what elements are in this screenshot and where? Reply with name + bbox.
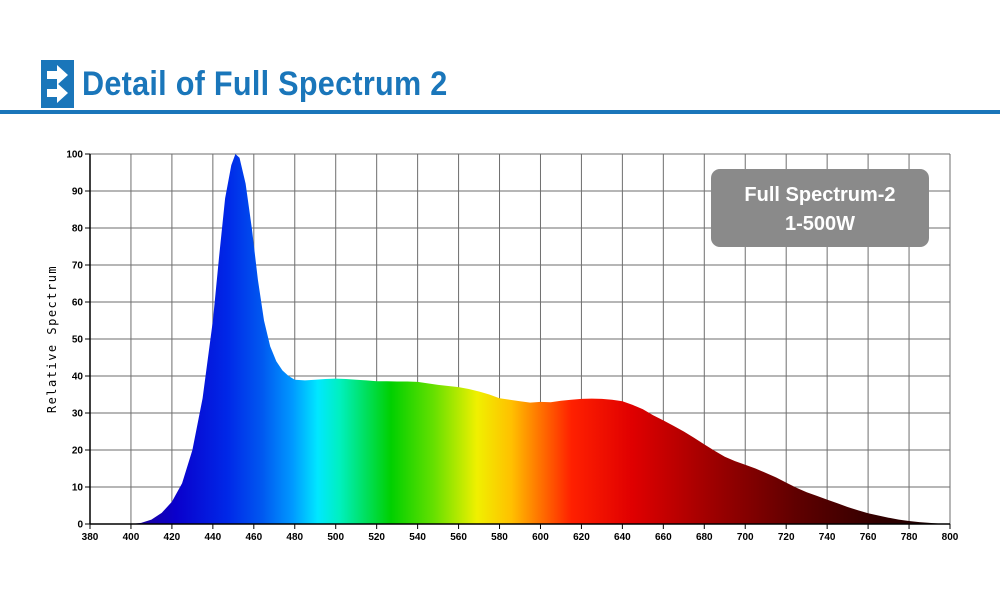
y-tick-label: 40 [72, 372, 84, 383]
x-tick-label: 640 [614, 532, 631, 543]
x-tick-label: 600 [532, 532, 549, 543]
x-tick-label: 780 [901, 532, 918, 543]
x-tick-label: 680 [696, 532, 713, 543]
y-tick-label: 60 [72, 298, 84, 309]
legend-line-1: Full Spectrum-2 [744, 184, 895, 206]
x-tick-label: 380 [82, 532, 99, 543]
x-tick-label: 700 [737, 532, 754, 543]
x-tick-label: 660 [655, 532, 672, 543]
double-arrow-right-icon [41, 60, 74, 108]
y-tick-label: 30 [72, 409, 84, 420]
x-tick-label: 580 [491, 532, 508, 543]
x-tick-label: 520 [368, 532, 385, 543]
legend-line-2: 1-500W [785, 213, 855, 235]
y-tick-label: 10 [72, 483, 84, 494]
tick-labels: 380 400 420 440 460 480 500 520 540 560 580 600 620 6… [66, 150, 958, 544]
x-tick-label: 560 [450, 532, 467, 543]
legend: Full Spectrum-2 1-500W [711, 169, 929, 247]
page-title: Detail of Full Spectrum 2 [82, 65, 448, 103]
y-tick-label: 0 [77, 520, 83, 531]
header-rule [0, 110, 1000, 114]
y-tick-label: 90 [72, 187, 84, 198]
x-tick-label: 740 [819, 532, 836, 543]
x-tick-label: 460 [245, 532, 262, 543]
x-tick-label: 760 [860, 532, 877, 543]
x-tick-label: 440 [205, 532, 222, 543]
y-tick-label: 100 [66, 150, 83, 161]
y-tick-label: 50 [72, 335, 84, 346]
x-tick-label: 620 [573, 532, 590, 543]
x-tick-label: 540 [409, 532, 426, 543]
y-tick-label: 20 [72, 446, 84, 457]
x-tick-label: 500 [327, 532, 344, 543]
spectrum-area [90, 154, 950, 524]
x-tick-label: 480 [286, 532, 303, 543]
y-tick-label: 70 [72, 261, 84, 272]
x-tick-label: 420 [164, 532, 181, 543]
x-tick-label: 720 [778, 532, 795, 543]
y-tick-label: 80 [72, 224, 84, 235]
x-tick-label: 400 [123, 532, 140, 543]
legend-box [711, 169, 929, 247]
y-axis-label: Relative Spectrum [45, 265, 59, 413]
x-tick-label: 800 [942, 532, 959, 543]
